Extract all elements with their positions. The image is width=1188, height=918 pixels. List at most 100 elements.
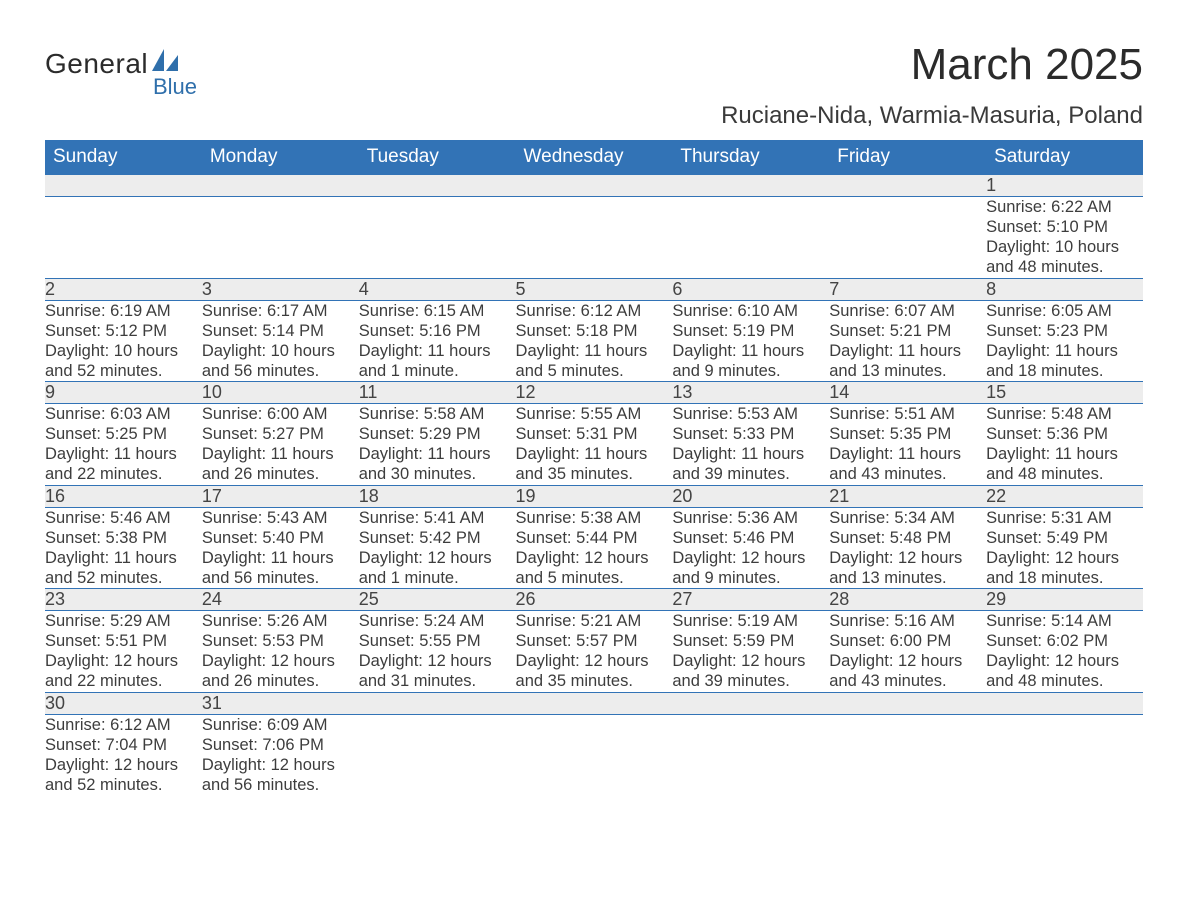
daylight-line: Daylight: 11 hours and 5 minutes. <box>516 341 673 381</box>
daylight-line: Daylight: 12 hours and 48 minutes. <box>986 651 1143 691</box>
sunset-line: Sunset: 6:00 PM <box>829 631 986 651</box>
sunset-line: Sunset: 5:38 PM <box>45 528 202 548</box>
day-number-cell: 12 <box>516 382 673 404</box>
daylight-line: Daylight: 12 hours and 22 minutes. <box>45 651 202 691</box>
sunset-line: Sunset: 5:18 PM <box>516 321 673 341</box>
day-detail-cell: Sunrise: 6:12 AMSunset: 5:18 PMDaylight:… <box>516 300 673 382</box>
day-detail-row: Sunrise: 5:46 AMSunset: 5:38 PMDaylight:… <box>45 507 1143 589</box>
day-detail-cell <box>516 197 673 279</box>
sunrise-line: Sunrise: 5:53 AM <box>672 404 829 424</box>
daylight-line: Daylight: 12 hours and 13 minutes. <box>829 548 986 588</box>
day-number-cell: 31 <box>202 692 359 714</box>
day-detail-cell: Sunrise: 5:19 AMSunset: 5:59 PMDaylight:… <box>672 611 829 693</box>
sunrise-line: Sunrise: 5:31 AM <box>986 508 1143 528</box>
sunset-line: Sunset: 5:23 PM <box>986 321 1143 341</box>
sunset-line: Sunset: 5:27 PM <box>202 424 359 444</box>
daylight-line: Daylight: 12 hours and 9 minutes. <box>672 548 829 588</box>
day-number-cell: 26 <box>516 589 673 611</box>
sunset-line: Sunset: 5:55 PM <box>359 631 516 651</box>
day-number-cell: 18 <box>359 485 516 507</box>
day-number-cell: 10 <box>202 382 359 404</box>
sunrise-line: Sunrise: 5:16 AM <box>829 611 986 631</box>
daylight-line: Daylight: 11 hours and 43 minutes. <box>829 444 986 484</box>
day-detail-row: Sunrise: 5:29 AMSunset: 5:51 PMDaylight:… <box>45 611 1143 693</box>
day-number-row: 16171819202122 <box>45 485 1143 507</box>
sunrise-line: Sunrise: 5:21 AM <box>516 611 673 631</box>
sunrise-line: Sunrise: 5:51 AM <box>829 404 986 424</box>
sunrise-line: Sunrise: 5:36 AM <box>672 508 829 528</box>
weekday-header: Saturday <box>986 140 1143 175</box>
day-number-cell: 19 <box>516 485 673 507</box>
daylight-line: Daylight: 12 hours and 1 minute. <box>359 548 516 588</box>
day-number-cell: 14 <box>829 382 986 404</box>
weekday-header-row: SundayMondayTuesdayWednesdayThursdayFrid… <box>45 140 1143 175</box>
daylight-line: Daylight: 11 hours and 30 minutes. <box>359 444 516 484</box>
day-number-cell: 22 <box>986 485 1143 507</box>
logo: General Blue <box>45 48 197 100</box>
sunrise-line: Sunrise: 6:12 AM <box>45 715 202 735</box>
day-number-row: 1 <box>45 175 1143 197</box>
daylight-line: Daylight: 12 hours and 39 minutes. <box>672 651 829 691</box>
sunset-line: Sunset: 5:10 PM <box>986 217 1143 237</box>
sunset-line: Sunset: 5:57 PM <box>516 631 673 651</box>
day-detail-cell: Sunrise: 5:21 AMSunset: 5:57 PMDaylight:… <box>516 611 673 693</box>
daylight-line: Daylight: 12 hours and 5 minutes. <box>516 548 673 588</box>
day-detail-cell <box>359 714 516 795</box>
day-number-cell: 1 <box>986 175 1143 197</box>
day-detail-cell: Sunrise: 5:43 AMSunset: 5:40 PMDaylight:… <box>202 507 359 589</box>
day-number-cell: 7 <box>829 278 986 300</box>
day-number-cell <box>359 692 516 714</box>
sunrise-line: Sunrise: 5:19 AM <box>672 611 829 631</box>
sunrise-line: Sunrise: 6:17 AM <box>202 301 359 321</box>
day-number-cell: 30 <box>45 692 202 714</box>
sunrise-line: Sunrise: 6:09 AM <box>202 715 359 735</box>
day-number-cell: 6 <box>672 278 829 300</box>
location-subtitle: Ruciane-Nida, Warmia-Masuria, Poland <box>721 102 1143 130</box>
sunrise-line: Sunrise: 5:48 AM <box>986 404 1143 424</box>
sunset-line: Sunset: 5:59 PM <box>672 631 829 651</box>
day-detail-cell <box>45 197 202 279</box>
day-detail-cell: Sunrise: 5:41 AMSunset: 5:42 PMDaylight:… <box>359 507 516 589</box>
sunset-line: Sunset: 5:21 PM <box>829 321 986 341</box>
day-detail-cell: Sunrise: 5:55 AMSunset: 5:31 PMDaylight:… <box>516 404 673 486</box>
day-number-cell <box>829 692 986 714</box>
sunrise-line: Sunrise: 5:38 AM <box>516 508 673 528</box>
sunrise-line: Sunrise: 5:43 AM <box>202 508 359 528</box>
daylight-line: Daylight: 12 hours and 35 minutes. <box>516 651 673 691</box>
sunset-line: Sunset: 5:51 PM <box>45 631 202 651</box>
day-number-cell: 17 <box>202 485 359 507</box>
day-detail-cell: Sunrise: 5:53 AMSunset: 5:33 PMDaylight:… <box>672 404 829 486</box>
day-detail-cell: Sunrise: 5:34 AMSunset: 5:48 PMDaylight:… <box>829 507 986 589</box>
day-number-row: 23242526272829 <box>45 589 1143 611</box>
day-number-row: 9101112131415 <box>45 382 1143 404</box>
daylight-line: Daylight: 11 hours and 22 minutes. <box>45 444 202 484</box>
weekday-header: Sunday <box>45 140 202 175</box>
day-number-row: 3031 <box>45 692 1143 714</box>
day-number-cell <box>672 175 829 197</box>
day-detail-cell <box>986 714 1143 795</box>
sunrise-line: Sunrise: 5:26 AM <box>202 611 359 631</box>
daylight-line: Daylight: 10 hours and 56 minutes. <box>202 341 359 381</box>
sunset-line: Sunset: 5:14 PM <box>202 321 359 341</box>
daylight-line: Daylight: 11 hours and 48 minutes. <box>986 444 1143 484</box>
sunrise-line: Sunrise: 6:03 AM <box>45 404 202 424</box>
daylight-line: Daylight: 11 hours and 13 minutes. <box>829 341 986 381</box>
weekday-header: Monday <box>202 140 359 175</box>
weekday-header: Friday <box>829 140 986 175</box>
day-number-cell: 4 <box>359 278 516 300</box>
sunset-line: Sunset: 5:36 PM <box>986 424 1143 444</box>
sunrise-line: Sunrise: 6:07 AM <box>829 301 986 321</box>
day-detail-cell: Sunrise: 5:36 AMSunset: 5:46 PMDaylight:… <box>672 507 829 589</box>
day-number-cell: 13 <box>672 382 829 404</box>
sunrise-line: Sunrise: 6:15 AM <box>359 301 516 321</box>
sunrise-line: Sunrise: 6:12 AM <box>516 301 673 321</box>
day-number-cell: 8 <box>986 278 1143 300</box>
daylight-line: Daylight: 12 hours and 52 minutes. <box>45 755 202 795</box>
weekday-header: Wednesday <box>516 140 673 175</box>
sunrise-line: Sunrise: 6:00 AM <box>202 404 359 424</box>
daylight-line: Daylight: 12 hours and 43 minutes. <box>829 651 986 691</box>
day-number-cell: 3 <box>202 278 359 300</box>
calendar-table: SundayMondayTuesdayWednesdayThursdayFrid… <box>45 140 1143 795</box>
day-number-cell: 25 <box>359 589 516 611</box>
daylight-line: Daylight: 12 hours and 18 minutes. <box>986 548 1143 588</box>
